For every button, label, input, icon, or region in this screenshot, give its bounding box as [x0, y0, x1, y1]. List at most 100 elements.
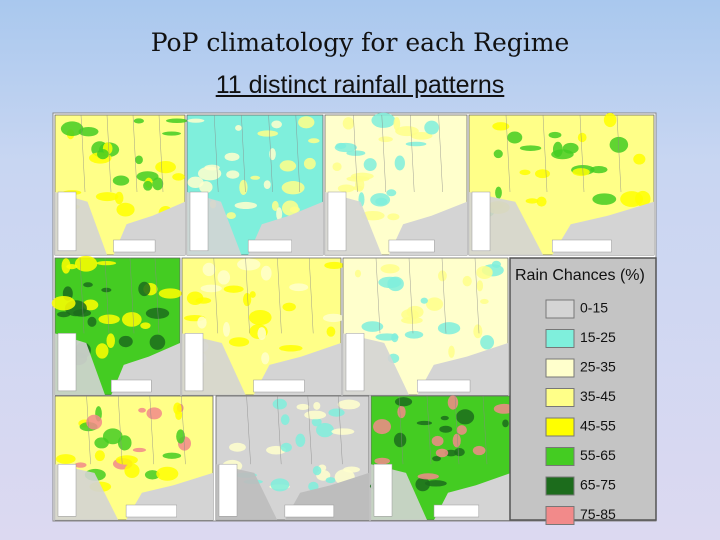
map-blob — [95, 192, 119, 202]
map-blob — [325, 477, 336, 484]
map-blob — [226, 170, 240, 179]
map-caption-box — [417, 379, 471, 393]
map-blob — [448, 345, 455, 358]
map-blob — [438, 270, 447, 282]
map-blob — [261, 352, 270, 365]
map-border — [616, 114, 622, 193]
map-blob — [271, 120, 282, 129]
legend-label: 15-25 — [580, 329, 616, 345]
map-blob — [239, 179, 248, 195]
map-blob — [74, 255, 98, 272]
map-blob — [200, 284, 222, 293]
legend-swatch — [545, 299, 575, 319]
map-blob — [197, 316, 207, 329]
map-blob — [417, 473, 439, 480]
map-blob — [548, 131, 562, 139]
map-border — [410, 114, 415, 193]
map-blob — [424, 120, 440, 135]
map-blob — [271, 200, 279, 212]
map-blob — [331, 428, 355, 435]
legend-swatch — [545, 506, 575, 525]
map-blob — [224, 152, 240, 162]
map-blob — [337, 184, 355, 193]
map-blob — [346, 150, 366, 156]
map-blob — [424, 480, 447, 487]
map-blob — [337, 399, 361, 410]
map-blob — [525, 198, 539, 204]
map-blob — [391, 333, 399, 343]
map-blob — [223, 285, 244, 293]
map-blob — [162, 131, 181, 136]
map-caption-box — [125, 504, 177, 518]
map-blob — [437, 322, 461, 335]
map-blob — [387, 213, 400, 221]
map-border — [86, 395, 91, 465]
map-border — [474, 257, 480, 334]
map-blob — [502, 419, 509, 428]
map-blob — [603, 112, 617, 128]
map-border — [104, 257, 110, 334]
map-blob — [114, 191, 124, 205]
map-border — [129, 257, 135, 334]
map-blob — [354, 269, 362, 278]
map-blob — [202, 262, 216, 277]
regime-map — [51, 255, 182, 396]
legend-label: 0-15 — [580, 300, 608, 316]
map-blob — [263, 180, 271, 189]
regime-map — [215, 395, 370, 521]
regime-map — [324, 112, 468, 256]
map-blob — [87, 316, 97, 327]
map-blob — [117, 435, 132, 451]
map-blob — [590, 166, 608, 174]
map-blob — [378, 276, 402, 289]
map-border — [441, 257, 447, 334]
map-blob — [229, 442, 246, 452]
map-blob — [217, 270, 231, 285]
map-blob — [415, 477, 430, 492]
map-blob — [416, 420, 433, 426]
map-blob — [155, 160, 176, 174]
map-inset-legend — [373, 463, 393, 517]
map-inset-legend — [57, 333, 77, 392]
map-border — [277, 257, 282, 334]
map-caption-box — [433, 504, 480, 518]
map-border — [213, 257, 218, 334]
map-blob — [187, 118, 205, 123]
map-blob — [124, 463, 140, 479]
map-blob — [74, 462, 87, 468]
regime-map — [186, 114, 324, 256]
map-border — [158, 114, 164, 193]
map-blob — [295, 433, 306, 447]
map-blob — [439, 425, 453, 433]
map-blob — [456, 425, 467, 435]
map-border — [579, 114, 585, 193]
legend-label: 25-35 — [580, 359, 616, 375]
map-caption-box — [284, 504, 335, 518]
map-blob — [121, 312, 142, 327]
map-blob — [491, 260, 501, 268]
map-blob — [132, 447, 147, 453]
map-border — [245, 257, 250, 334]
map-blob — [311, 417, 322, 427]
map-inset-legend — [345, 333, 365, 392]
map-blob — [313, 402, 321, 410]
map-blob — [97, 148, 109, 160]
map-blob — [519, 169, 531, 176]
map-blob — [235, 125, 242, 131]
map-blob — [535, 169, 551, 179]
legend-swatch — [545, 476, 575, 496]
map-blob — [609, 136, 629, 153]
map-border — [149, 395, 154, 465]
map-blob — [324, 261, 345, 270]
map-blob — [101, 287, 112, 293]
map-blob — [276, 207, 283, 221]
map-blob — [375, 197, 388, 206]
map-blob — [308, 138, 320, 144]
map-border — [118, 395, 123, 465]
map-blob — [279, 160, 297, 172]
map-border — [426, 395, 432, 465]
map-blob — [440, 415, 449, 421]
map-caption-box — [247, 239, 292, 253]
map-border — [398, 395, 404, 465]
map-blob — [386, 189, 397, 197]
